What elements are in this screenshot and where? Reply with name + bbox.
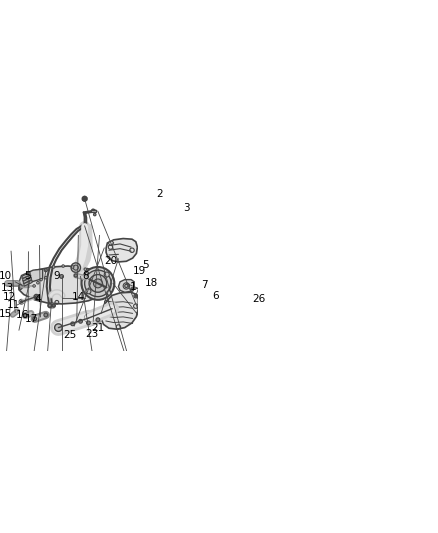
Circle shape (96, 318, 100, 321)
Text: 7: 7 (201, 280, 208, 290)
Circle shape (79, 319, 82, 323)
Circle shape (71, 322, 74, 326)
Circle shape (125, 284, 128, 287)
Polygon shape (118, 280, 134, 292)
Text: 25: 25 (64, 329, 77, 340)
Circle shape (19, 284, 22, 287)
Circle shape (53, 266, 55, 268)
Circle shape (60, 274, 64, 278)
Circle shape (73, 265, 78, 270)
Polygon shape (106, 239, 138, 262)
Circle shape (84, 268, 87, 270)
Text: 18: 18 (145, 278, 158, 288)
Text: 4: 4 (35, 294, 41, 304)
Circle shape (93, 279, 102, 288)
Circle shape (45, 277, 47, 279)
Circle shape (52, 304, 55, 307)
Text: 1: 1 (129, 281, 136, 292)
Circle shape (87, 321, 90, 325)
Polygon shape (23, 275, 31, 281)
Text: 19: 19 (132, 266, 145, 277)
Circle shape (44, 313, 48, 317)
Text: 11: 11 (7, 300, 20, 310)
Circle shape (48, 304, 52, 308)
Text: 15: 15 (0, 309, 12, 319)
Text: 5: 5 (25, 271, 31, 281)
Circle shape (135, 295, 137, 297)
Circle shape (89, 274, 107, 292)
Text: 16: 16 (15, 310, 29, 320)
Circle shape (21, 301, 22, 303)
Circle shape (62, 265, 64, 267)
Circle shape (92, 209, 95, 212)
Circle shape (123, 283, 130, 289)
Polygon shape (19, 266, 112, 304)
Circle shape (134, 294, 138, 298)
Circle shape (37, 281, 39, 284)
Circle shape (131, 288, 134, 292)
Circle shape (104, 272, 109, 277)
Text: 8: 8 (83, 271, 89, 280)
Circle shape (71, 263, 81, 272)
Circle shape (33, 317, 37, 321)
Circle shape (86, 289, 91, 294)
Circle shape (74, 274, 78, 277)
Text: 2: 2 (156, 189, 163, 199)
Circle shape (35, 296, 37, 297)
Text: 10: 10 (0, 271, 12, 281)
Text: 20: 20 (104, 256, 117, 266)
Text: 3: 3 (183, 203, 190, 213)
Polygon shape (101, 292, 138, 329)
Text: 12: 12 (3, 292, 16, 302)
Circle shape (24, 314, 27, 317)
Text: 9: 9 (53, 271, 60, 280)
Circle shape (44, 269, 47, 272)
Circle shape (93, 213, 96, 216)
Circle shape (107, 290, 111, 295)
Polygon shape (107, 241, 114, 246)
Circle shape (81, 267, 114, 300)
Text: 14: 14 (72, 292, 85, 302)
Polygon shape (19, 269, 42, 290)
Circle shape (55, 324, 62, 332)
Text: 21: 21 (91, 323, 105, 333)
Circle shape (33, 285, 35, 287)
Text: 5: 5 (142, 260, 148, 270)
Circle shape (83, 198, 86, 200)
Text: 23: 23 (85, 329, 99, 339)
Circle shape (85, 314, 92, 322)
Polygon shape (91, 210, 95, 212)
Polygon shape (82, 196, 87, 201)
Polygon shape (22, 272, 30, 279)
Polygon shape (24, 280, 32, 286)
Circle shape (71, 266, 74, 268)
Text: 13: 13 (1, 283, 14, 293)
Polygon shape (23, 278, 32, 284)
Circle shape (40, 278, 42, 281)
Circle shape (82, 197, 87, 201)
Text: 26: 26 (252, 294, 265, 304)
Text: 17: 17 (25, 314, 38, 324)
Text: 6: 6 (212, 291, 219, 301)
Circle shape (85, 270, 111, 297)
